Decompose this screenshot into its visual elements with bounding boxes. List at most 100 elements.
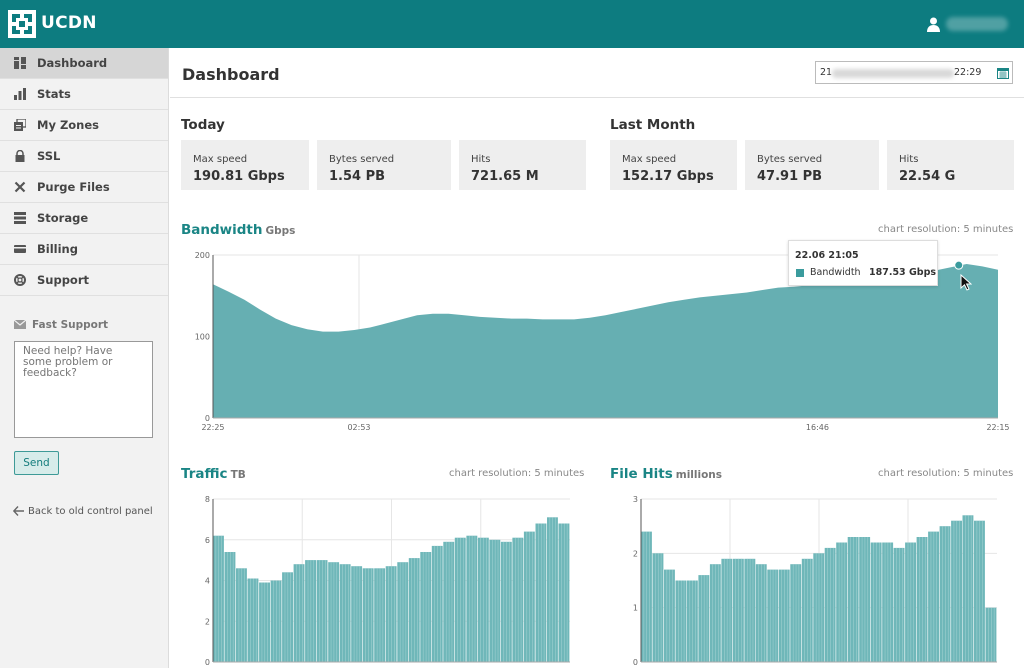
y-tick-label: 100 — [195, 333, 210, 342]
sidebar-item-label: Support — [37, 273, 90, 287]
stat-value: 721.65 M — [471, 169, 539, 184]
stat-value: 22.54 G — [899, 169, 956, 184]
sidebar-item-label: Stats — [37, 87, 71, 101]
bar — [443, 541, 455, 662]
sidebar-item-label: Dashboard — [37, 56, 108, 70]
y-tick-label: 200 — [195, 251, 210, 260]
traffic-chart[interactable]: 0 2 4 6 8 — [190, 494, 590, 667]
mouse-cursor-icon — [960, 274, 972, 291]
bar — [974, 520, 985, 662]
today-title: Today — [181, 117, 225, 133]
bar — [420, 552, 432, 662]
bar — [305, 560, 316, 662]
envelope-icon — [13, 319, 27, 329]
bar — [962, 515, 974, 662]
filehits-chart[interactable]: 0 1 2 3 — [620, 494, 1020, 667]
date-range-picker[interactable]: 21 22:29 — [815, 61, 1013, 84]
ucdn-logo-icon[interactable] — [8, 10, 36, 38]
bar — [489, 539, 501, 663]
bar — [778, 569, 790, 662]
bar — [362, 568, 374, 662]
bar — [500, 541, 512, 662]
bar — [558, 523, 570, 662]
bar — [893, 547, 905, 662]
stat-label: Max speed — [622, 154, 677, 165]
date-range-start: 21 — [820, 67, 833, 78]
bar — [664, 569, 675, 662]
bar — [282, 572, 293, 662]
bar — [916, 537, 928, 662]
bar — [985, 607, 997, 662]
send-button[interactable]: Send — [14, 451, 59, 475]
sidebar-item-support[interactable]: Support — [0, 265, 168, 296]
header-divider — [170, 97, 1024, 98]
stat-value: 190.81 Gbps — [193, 169, 285, 184]
bar — [928, 531, 939, 662]
y-tick-label: 2 — [633, 549, 638, 558]
y-tick-label: 0 — [205, 658, 210, 667]
sidebar-item-label: My Zones — [37, 118, 100, 132]
bar — [523, 531, 535, 662]
bandwidth-resolution: chart resolution: 5 minutes — [878, 224, 1014, 235]
bar — [652, 553, 664, 662]
calendar-icon[interactable] — [997, 67, 1009, 79]
bar — [408, 558, 420, 662]
bandwidth-area — [213, 264, 998, 418]
bar — [224, 552, 236, 662]
sidebar-item-billing[interactable]: Billing — [0, 234, 168, 265]
date-range-redacted — [832, 69, 954, 78]
filehits-unit: millions — [675, 469, 723, 481]
sidebar-item-purge-files[interactable]: Purge Files — [0, 172, 168, 203]
credit-card-icon — [14, 245, 26, 253]
bar — [939, 526, 951, 662]
sidebar-item-label: SSL — [37, 149, 61, 163]
y-tick-label: 0 — [633, 658, 638, 667]
sidebar-item-my-zones[interactable]: My Zones — [0, 110, 168, 141]
tooltip-series: Bandwidth — [810, 267, 861, 278]
bar — [454, 537, 466, 662]
bar — [859, 537, 871, 662]
stat-value: 47.91 PB — [757, 169, 823, 184]
bar — [512, 537, 524, 662]
storage-icon — [14, 212, 26, 224]
bar — [721, 558, 733, 662]
back-to-old-panel-link[interactable]: Back to old control panel — [12, 506, 153, 517]
sidebar: Dashboard Stats My Zones SSL Purge Files… — [0, 48, 169, 668]
last-month-title: Last Month — [610, 117, 696, 133]
bar — [316, 560, 328, 662]
last-month-stat-bytes-served: Bytes served 47.91 PB — [745, 140, 879, 190]
bar — [351, 566, 363, 662]
traffic-unit: TB — [230, 469, 246, 481]
close-x-icon — [14, 181, 26, 193]
stat-label: Max speed — [193, 154, 248, 165]
bar — [790, 564, 802, 662]
bar — [698, 575, 710, 662]
lock-icon — [15, 150, 25, 162]
bar — [767, 569, 779, 662]
sidebar-item-storage[interactable]: Storage — [0, 203, 168, 234]
filehits-title: File Hits millions — [610, 466, 723, 482]
sidebar-item-dashboard[interactable]: Dashboard — [0, 48, 168, 79]
bar — [847, 537, 859, 662]
bar — [951, 520, 962, 662]
today-stat-hits: Hits 721.65 M — [459, 140, 586, 190]
bar — [270, 580, 282, 662]
user-name-redacted[interactable] — [946, 17, 1008, 31]
bar — [293, 564, 305, 662]
sidebar-item-ssl[interactable]: SSL — [0, 141, 168, 172]
fast-support-textarea[interactable] — [14, 341, 153, 438]
highlight-point — [954, 260, 964, 270]
fast-support-title: Fast Support — [13, 319, 108, 331]
x-tick-label: 22:15 — [986, 423, 1009, 432]
user-icon[interactable] — [927, 17, 940, 32]
y-tick-label: 6 — [205, 536, 210, 545]
stat-value: 152.17 Gbps — [622, 169, 714, 184]
main-content: Dashboard 21 22:29 Today Max speed 190.8… — [170, 48, 1024, 668]
y-tick-label: 2 — [205, 617, 210, 626]
brand-name: UCDN — [41, 13, 97, 33]
arrow-left-icon — [12, 506, 24, 516]
sidebar-item-stats[interactable]: Stats — [0, 79, 168, 110]
bar — [882, 542, 894, 662]
bar — [535, 523, 547, 662]
bar — [547, 517, 558, 662]
